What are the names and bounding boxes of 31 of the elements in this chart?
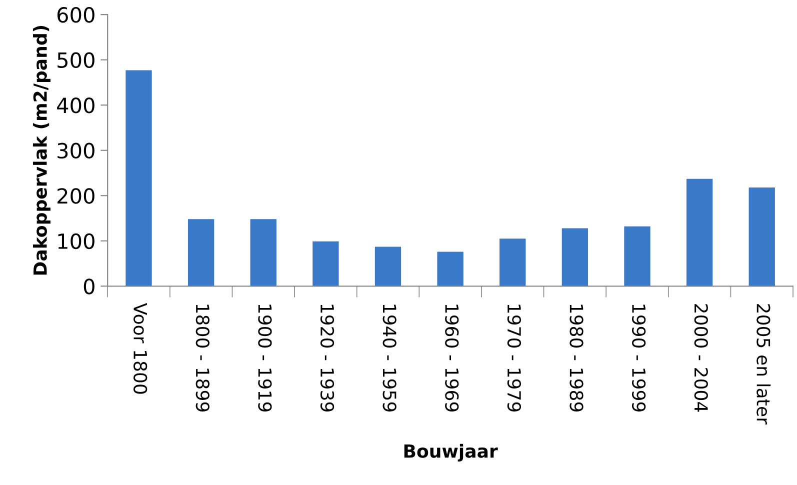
bar bbox=[748, 187, 775, 286]
bar bbox=[686, 178, 713, 286]
bar bbox=[126, 70, 152, 286]
x-tick-label: 1900 - 1919 bbox=[258, 304, 272, 412]
bar bbox=[624, 226, 650, 286]
bar bbox=[562, 228, 588, 286]
x-tick-label: Voor 1800 bbox=[134, 302, 148, 394]
bar bbox=[188, 219, 214, 286]
x-tick-label: 2000 - 2004 bbox=[694, 304, 708, 412]
x-tick-label: 1920 - 1939 bbox=[320, 304, 334, 412]
x-tick-label: 1990 - 1999 bbox=[632, 304, 646, 412]
bar bbox=[374, 246, 402, 286]
bar bbox=[437, 252, 464, 286]
y-axis-title: Dakoppervlak (m2/pand) bbox=[32, 26, 50, 275]
y-tick-label: 100 bbox=[58, 233, 94, 250]
y-tick-label: 300 bbox=[58, 142, 94, 159]
bar bbox=[500, 238, 526, 286]
x-tick-label: 1960 - 1969 bbox=[445, 304, 459, 412]
bar bbox=[312, 241, 339, 286]
x-tick-label: 1800 - 1899 bbox=[196, 304, 210, 412]
y-tick-label: 0 bbox=[84, 278, 94, 294]
bar bbox=[250, 219, 276, 286]
y-tick-label: 200 bbox=[58, 188, 94, 204]
y-tick-label: 500 bbox=[58, 52, 94, 68]
y-tick-label: 600 bbox=[57, 7, 94, 23]
x-tick-label: 2005 en later bbox=[756, 304, 771, 424]
x-tick-label: 1970 - 1979 bbox=[507, 304, 522, 412]
x-axis-title: Bouwjaar bbox=[404, 444, 498, 462]
x-tick-label: 1980 - 1989 bbox=[570, 304, 584, 412]
x-tick-label: 1940 - 1959 bbox=[382, 304, 396, 412]
y-tick-label: 400 bbox=[57, 98, 94, 114]
